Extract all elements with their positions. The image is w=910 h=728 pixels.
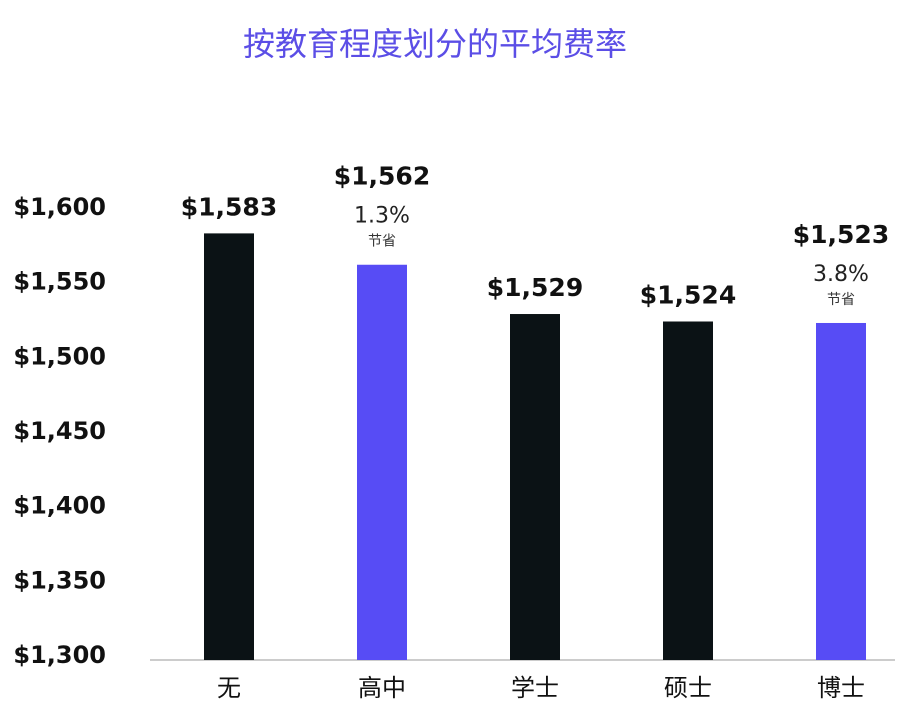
x-tick-label: 无 — [217, 674, 241, 702]
y-tick-label: $1,500 — [13, 342, 106, 370]
chart-title: 按教育程度划分的平均费率 — [243, 25, 627, 63]
y-tick-label: $1,350 — [13, 566, 106, 594]
annotation-note: 节省 — [827, 292, 855, 308]
value-label: $1,562 — [334, 162, 430, 191]
value-label: $1,524 — [640, 280, 736, 309]
y-tick-label: $1,400 — [13, 492, 106, 520]
x-tick-label: 硕士 — [664, 674, 712, 702]
x-tick-label: 博士 — [817, 674, 865, 702]
bar — [204, 233, 254, 661]
y-tick-label: $1,600 — [13, 193, 106, 221]
annotation: 3.8% — [813, 262, 869, 287]
bar — [663, 321, 713, 660]
bar — [357, 264, 407, 660]
y-tick-label: $1,550 — [13, 268, 106, 296]
bar — [816, 322, 866, 660]
x-tick-label: 高中 — [358, 674, 406, 702]
bar — [510, 314, 560, 660]
annotation: 1.3% — [354, 204, 410, 229]
y-tick-label: $1,300 — [13, 641, 106, 669]
x-tick-label: 学士 — [511, 674, 559, 702]
value-label: $1,523 — [793, 220, 889, 249]
y-tick-label: $1,450 — [13, 417, 106, 445]
value-label: $1,529 — [487, 273, 583, 302]
value-label: $1,583 — [181, 192, 277, 221]
annotation-note: 节省 — [368, 234, 396, 250]
